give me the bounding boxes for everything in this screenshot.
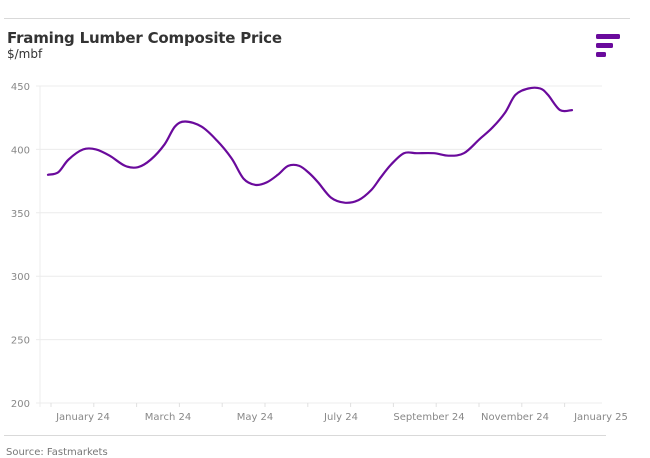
bottom-divider [4, 435, 606, 436]
x-tick-label: May 24 [237, 412, 274, 423]
chart-title: Framing Lumber Composite Price [7, 29, 282, 47]
x-tick-label: March 24 [145, 412, 191, 423]
series-layer [46, 86, 574, 204]
logo-bar-2 [596, 43, 613, 48]
gridlines [36, 85, 602, 404]
logo-bar-3 [596, 52, 606, 57]
y-tick-label: 250 [11, 336, 30, 347]
x-tick-label: January 24 [55, 412, 110, 423]
y-tick-label: 350 [11, 209, 30, 220]
y-tick-label: 400 [11, 145, 30, 156]
y-tick-label: 450 [11, 82, 30, 93]
x-tick-label: July 24 [323, 412, 358, 423]
x-tick-label: November 24 [481, 412, 549, 423]
top-divider [4, 18, 630, 19]
y-axis: 200 250 300 350 400 450 [11, 82, 41, 410]
fastmarkets-logo-icon [596, 34, 620, 60]
y-tick-label: 300 [11, 272, 30, 283]
chart-subtitle: $/mbf [7, 47, 43, 61]
series-line-0 [46, 86, 574, 204]
logo-bar-1 [596, 34, 620, 39]
x-tick-label: September 24 [393, 412, 464, 423]
x-axis: January 24 March 24 May 24 July 24 September… [50, 403, 628, 423]
x-tick-label: January 25 [573, 412, 628, 423]
y-tick-label: 200 [11, 399, 30, 410]
source-note: Source: Fastmarkets [6, 447, 108, 458]
